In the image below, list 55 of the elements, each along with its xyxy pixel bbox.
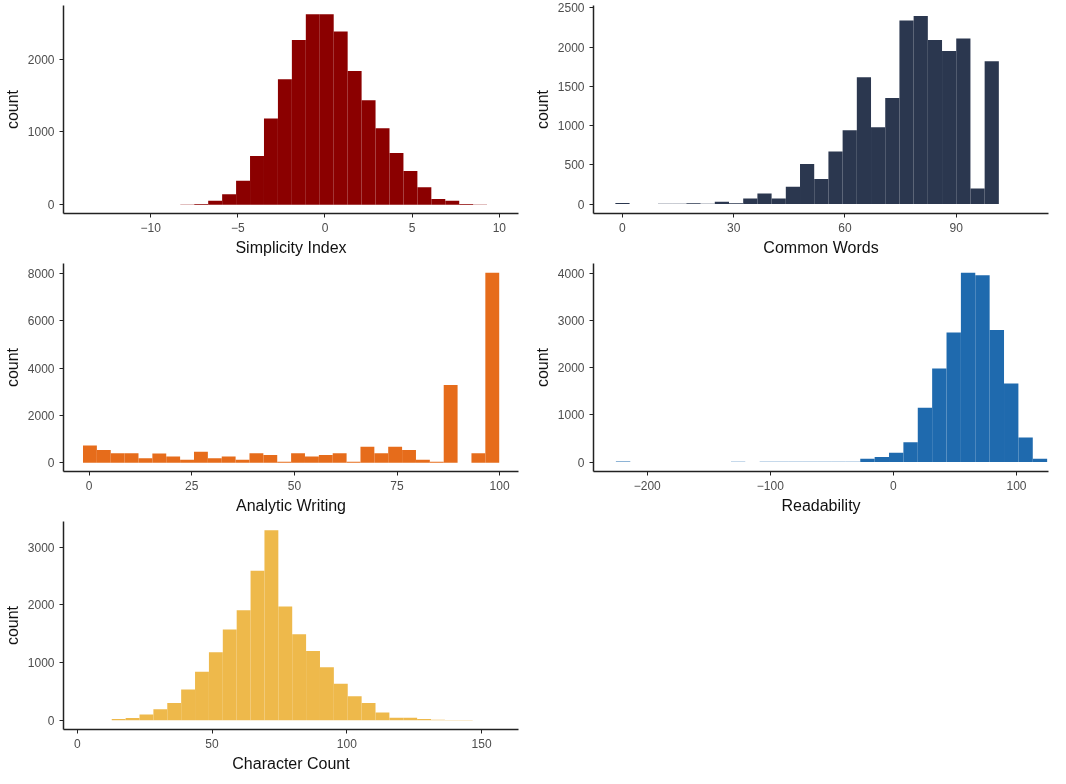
y-tick-label: 2500 <box>557 1 585 16</box>
y-axis-title: count <box>3 347 21 388</box>
y-tick-label: 0 <box>577 455 585 470</box>
y-tick-label: 3000 <box>27 540 55 555</box>
x-tick-label: 25 <box>185 478 199 493</box>
y-axis-title: count <box>3 605 21 646</box>
x-tick-label: 0 <box>321 220 329 235</box>
x-axis-title: Character Count <box>232 754 351 772</box>
y-tick-label: 0 <box>47 198 55 213</box>
x-tick-label: 30 <box>727 220 741 235</box>
x-tick-label: 150 <box>471 736 492 751</box>
x-axis-title: Analytic Writing <box>236 496 346 514</box>
x-tick-label: 100 <box>336 736 358 751</box>
y-tick-label: 1000 <box>557 408 585 423</box>
x-tick-label: 100 <box>1006 478 1027 493</box>
y-tick-label: 0 <box>577 197 585 212</box>
x-tick-label: 50 <box>287 478 302 493</box>
y-tick-label: 2000 <box>27 52 55 67</box>
x-tick-label: −100 <box>756 478 785 493</box>
y-tick-label: 1500 <box>557 79 585 94</box>
x-tick-label: 100 <box>489 478 510 493</box>
x-axis-title: Common Words <box>763 238 879 256</box>
x-tick-label: 5 <box>408 220 416 235</box>
y-tick-label: 2000 <box>27 598 55 613</box>
y-tick-label: 500 <box>564 158 585 173</box>
y-tick-label: 1000 <box>557 119 585 134</box>
y-axis-title: count <box>533 89 551 130</box>
y-tick-label: 1000 <box>27 125 55 140</box>
x-tick-label: −10 <box>140 220 162 235</box>
x-tick-label: 0 <box>85 478 93 493</box>
x-tick-label: 0 <box>73 736 81 751</box>
x-tick-label: 90 <box>949 220 964 235</box>
y-tick-label: 2000 <box>27 408 55 423</box>
x-tick-label: −5 <box>230 220 245 235</box>
x-tick-label: 60 <box>838 220 852 235</box>
x-tick-label: 0 <box>619 220 627 235</box>
y-tick-label: 1000 <box>27 656 55 671</box>
x-tick-label: 50 <box>205 736 220 751</box>
y-tick-label: 2000 <box>557 361 585 376</box>
y-tick-label: 4000 <box>557 266 585 281</box>
y-tick-label: 4000 <box>27 361 55 376</box>
x-axis-title: Readability <box>781 496 861 514</box>
x-axis-title: Simplicity Index <box>235 238 347 256</box>
y-tick-label: 0 <box>47 713 55 728</box>
x-tick-label: 0 <box>890 478 898 493</box>
x-tick-label: −200 <box>633 478 662 493</box>
y-tick-label: 8000 <box>27 266 55 281</box>
x-tick-label: 10 <box>492 220 507 235</box>
y-tick-label: 6000 <box>27 314 55 329</box>
y-axis-title: count <box>3 89 21 130</box>
y-tick-label: 0 <box>47 456 55 471</box>
y-tick-label: 3000 <box>557 314 585 329</box>
y-axis-title: count <box>533 347 551 388</box>
x-tick-label: 75 <box>390 478 404 493</box>
y-tick-label: 2000 <box>557 40 585 55</box>
